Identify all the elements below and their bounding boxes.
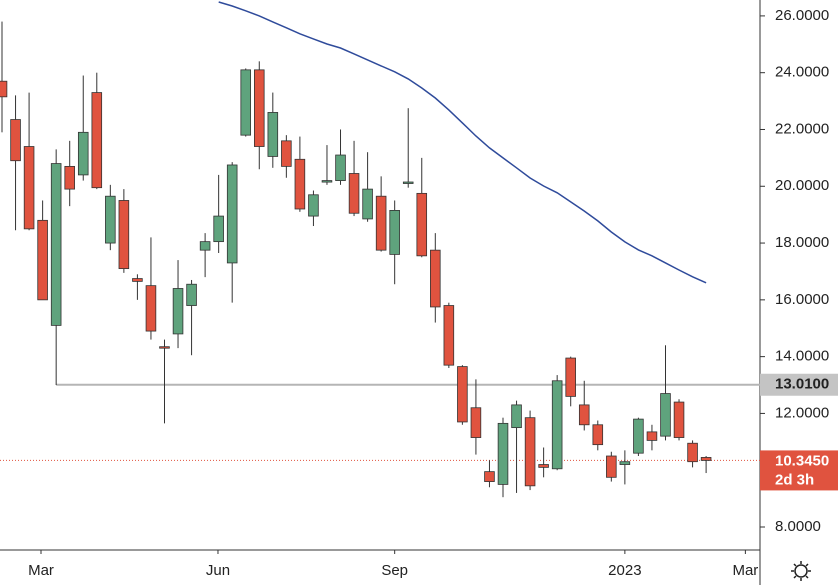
moving-average: [218, 1, 707, 284]
candle-body: [253, 69, 265, 147]
candle-body: [240, 69, 252, 136]
candle-body: [443, 305, 455, 366]
candle-body: [213, 215, 224, 243]
candle-body: [578, 404, 590, 426]
candle-body: [294, 158, 306, 210]
candle-body: [673, 401, 685, 438]
candle-body: [402, 181, 414, 184]
candle-body: [23, 146, 35, 230]
y-tick-label: 20.0000: [775, 177, 829, 194]
candle-body: [375, 195, 387, 251]
candle-body: [77, 131, 89, 176]
candle-body: [538, 464, 549, 468]
candle-body: [145, 285, 157, 332]
candle-body: [199, 241, 211, 251]
candle-body: [64, 165, 75, 190]
y-tick-label: 14.0000: [775, 348, 829, 365]
level-label-box: [760, 373, 838, 396]
candle-body: [281, 140, 292, 167]
candle-body: [592, 424, 604, 446]
candle-body: [226, 164, 238, 264]
candle-body: [335, 154, 346, 181]
last-price-label: 10.3450: [775, 452, 829, 469]
settings-icon-circle: [794, 564, 808, 578]
candle-body: [660, 393, 671, 437]
candle-body: [606, 455, 617, 478]
candle-body: [321, 180, 333, 183]
candle-body: [159, 346, 170, 349]
candle-body: [551, 380, 563, 470]
candle-body: [646, 431, 658, 441]
candle-body: [37, 219, 48, 301]
candle-body: [511, 404, 522, 429]
candle-body: [470, 407, 482, 438]
y-tick-label: 22.0000: [775, 120, 829, 137]
candle-body: [267, 112, 279, 157]
candle-body: [10, 119, 21, 162]
candle-body: [118, 200, 130, 270]
x-tick-label: Mar: [28, 562, 54, 579]
candle-body: [50, 163, 62, 326]
candle-body: [348, 173, 360, 214]
level-label: 13.0100: [775, 376, 829, 393]
candle-body: [308, 194, 319, 217]
candle-body: [172, 288, 184, 335]
candle-body: [700, 457, 712, 461]
x-tick-label: Sep: [381, 562, 408, 579]
candle-body: [132, 278, 143, 282]
settings-icon-rays: [791, 561, 811, 581]
candle-body: [687, 442, 698, 463]
candle-body: [524, 417, 536, 487]
y-tick-label: 16.0000: [775, 291, 829, 308]
y-tick-label: 26.0000: [775, 7, 829, 24]
y-tick-label: 18.0000: [775, 234, 829, 251]
y-tick-label: 12.0000: [775, 404, 829, 421]
candle-body: [0, 80, 8, 98]
candle-body: [484, 471, 495, 482]
candle-body: [619, 461, 631, 465]
x-tick-label: Mar: [732, 562, 758, 579]
countdown-label: 2d 3h: [775, 471, 814, 488]
candle-body: [497, 422, 509, 485]
x-tick-label: 2023: [608, 562, 641, 579]
candle-body: [362, 188, 373, 220]
x-tick-label: Jun: [206, 562, 230, 579]
candle-body: [186, 283, 197, 306]
candle-body: [91, 92, 103, 189]
candle-body: [457, 366, 468, 423]
candle-body: [416, 192, 428, 257]
candle-body: [430, 249, 441, 308]
candle-body: [565, 357, 576, 397]
y-tick-label: 24.0000: [775, 64, 829, 81]
last-price-box: [760, 450, 838, 491]
candle-body: [633, 418, 644, 454]
y-tick-label: 8.0000: [775, 518, 821, 535]
settings-icon[interactable]: [791, 561, 811, 581]
candle-body: [105, 195, 116, 244]
candle-body: [389, 210, 400, 255]
